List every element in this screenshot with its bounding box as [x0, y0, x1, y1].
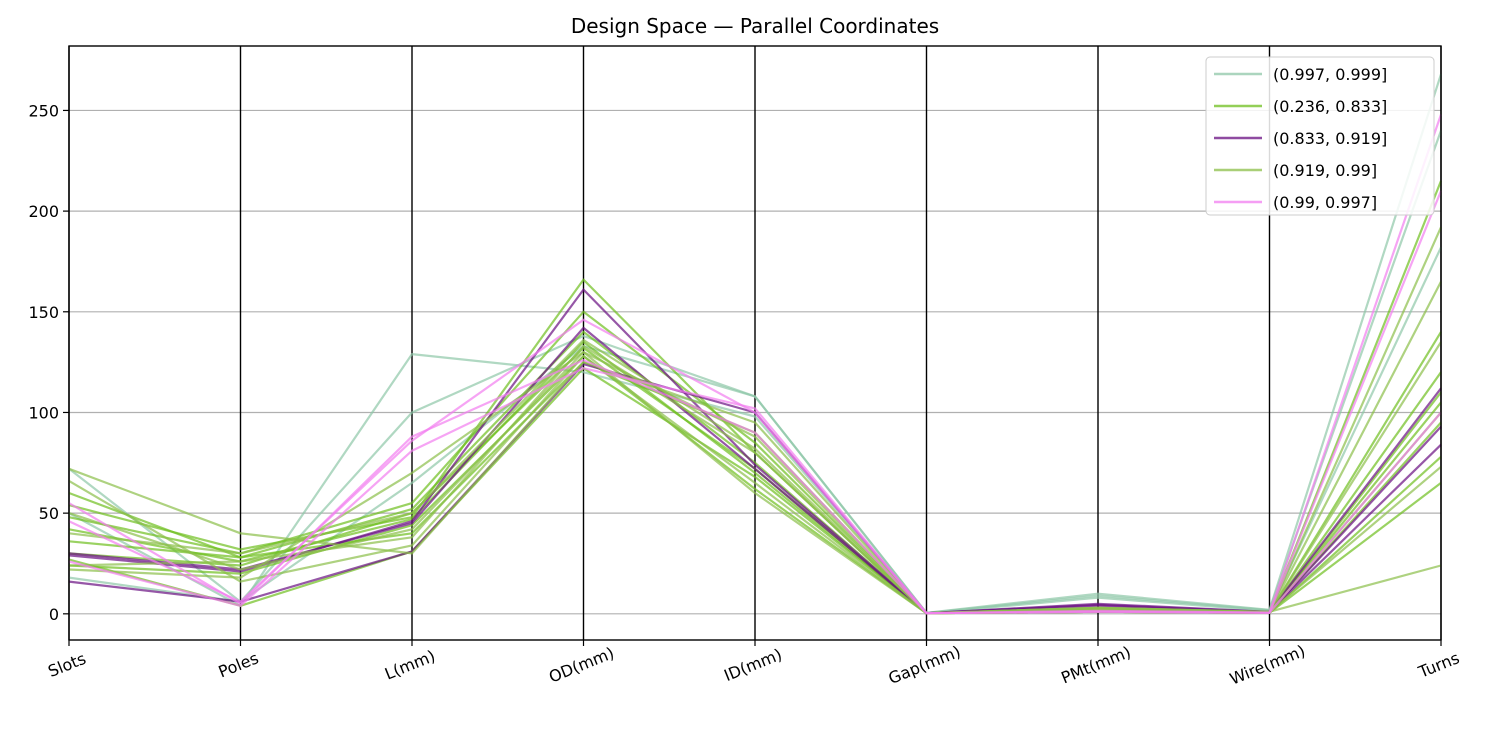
y-tick-label-2: 100 [28, 403, 59, 422]
legend: (0.997, 0.999] (0.236, 0.833] (0.833, 0.91… [1205, 56, 1435, 216]
data-lines [68, 73, 1443, 615]
y-tick-label-4: 200 [28, 202, 59, 221]
legend-label-1: (0.236, 0.833] [1273, 97, 1387, 116]
y-tick-label-1: 50 [39, 504, 59, 523]
y-tick-label-5: 250 [28, 101, 59, 120]
legend-label-2: (0.833, 0.919] [1273, 129, 1387, 148]
legend-label-4: (0.99, 0.997] [1273, 193, 1377, 212]
chart-title: Design Space — Parallel Coordinates [571, 14, 939, 38]
y-tick-label-3: 150 [28, 303, 59, 322]
y-axis-ticks: 0 50 100 150 200 250 [28, 101, 69, 624]
series-4-line-2 [68, 367, 1442, 615]
series-0-line-2 [68, 246, 1442, 615]
y-tick-label-0: 0 [49, 605, 59, 624]
legend-box [1205, 56, 1435, 216]
legend-label-3: (0.919, 0.99] [1273, 161, 1377, 180]
legend-label-0: (0.997, 0.999] [1273, 65, 1387, 84]
